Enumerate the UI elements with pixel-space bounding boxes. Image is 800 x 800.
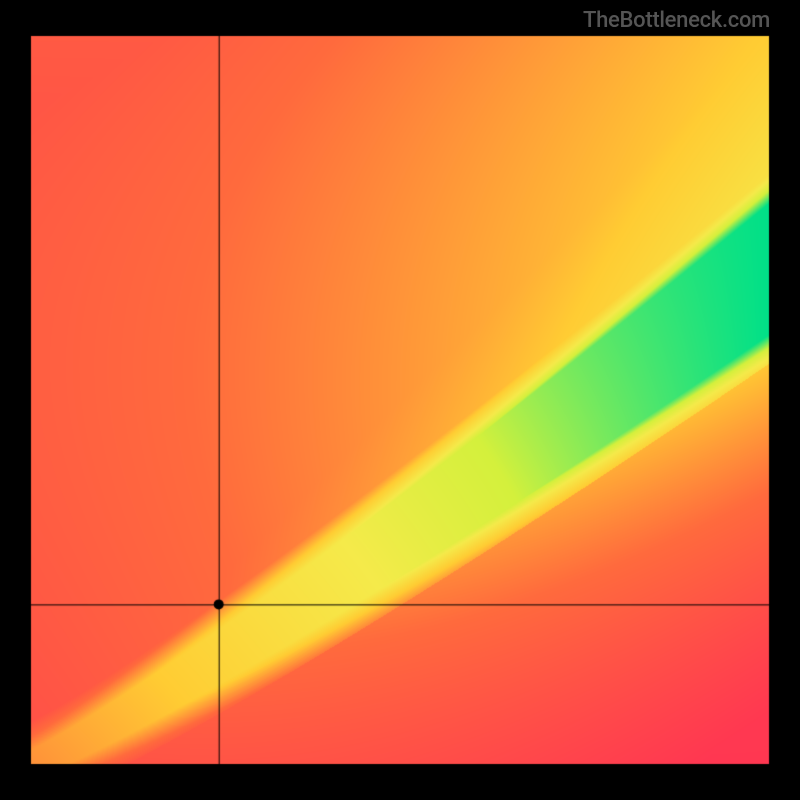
bottleneck-heatmap — [0, 0, 800, 800]
watermark-label: TheBottleneck.com — [583, 8, 770, 33]
